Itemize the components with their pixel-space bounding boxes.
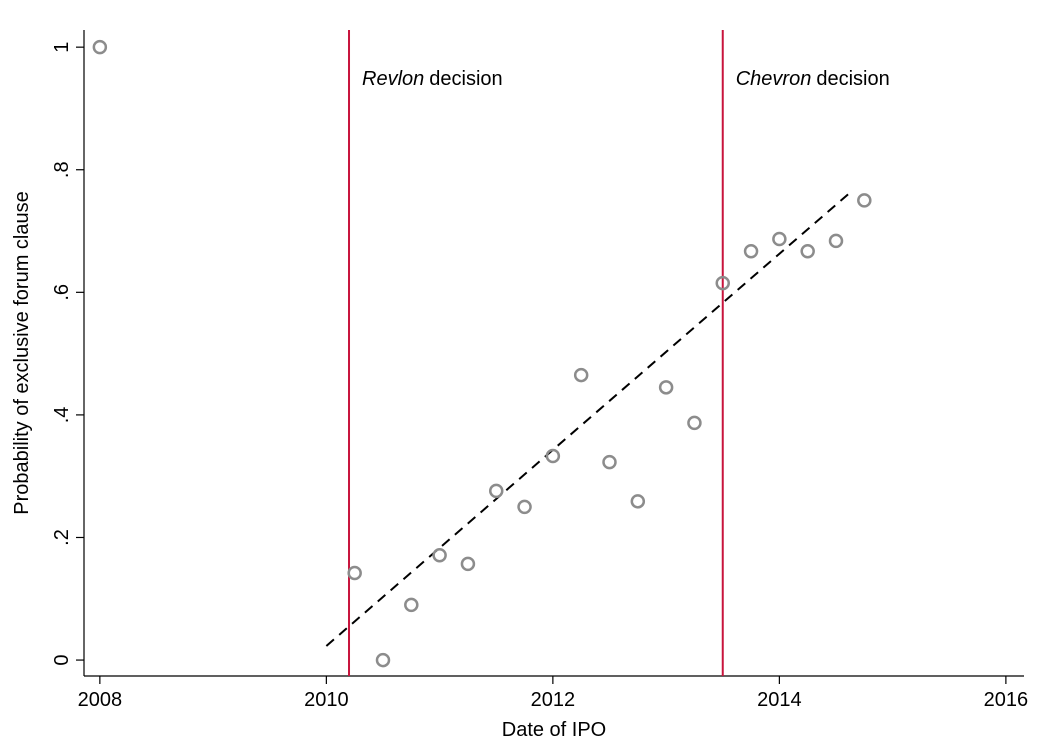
point	[800, 244, 815, 259]
y-tick-label: .8	[51, 161, 73, 178]
point	[828, 233, 844, 249]
y-tick-label: .2	[51, 529, 73, 546]
point	[743, 244, 759, 259]
point	[545, 448, 561, 464]
x-axis-label: Date of IPO	[502, 719, 607, 741]
fit-line	[325, 192, 851, 647]
point	[92, 39, 108, 55]
y-tick-label: 1	[51, 42, 73, 53]
x-tick-label: 2010	[304, 689, 349, 711]
x-tick-label: 2012	[531, 689, 576, 711]
point	[772, 231, 787, 247]
annotation-emphasis: Revlon	[362, 68, 424, 90]
point	[347, 565, 362, 581]
annotation: Chevron decision	[736, 68, 890, 90]
point	[375, 652, 391, 668]
annotation-text: decision	[429, 68, 502, 90]
y-tick-label: 0	[51, 655, 73, 666]
point	[573, 367, 589, 383]
x-tick-label: 2016	[984, 689, 1029, 711]
point	[432, 548, 447, 563]
point	[517, 499, 532, 515]
x-tick-label: 2008	[78, 689, 123, 711]
point	[602, 454, 617, 470]
annotation-text: decision	[816, 68, 889, 90]
y-tick-label: .6	[51, 284, 73, 301]
point	[687, 415, 702, 431]
point	[404, 597, 419, 613]
x-tick-label: 2014	[757, 689, 802, 711]
point	[630, 494, 646, 509]
point	[715, 275, 730, 291]
annotation-emphasis: Chevron	[736, 68, 812, 90]
y-axis-label: Probability of exclusive forum clause	[11, 191, 33, 514]
annotation: Revlon decision	[362, 68, 503, 90]
point	[658, 380, 674, 395]
point	[488, 483, 504, 499]
point	[460, 556, 476, 572]
y-tick-label: .4	[51, 407, 73, 424]
point	[857, 193, 872, 208]
